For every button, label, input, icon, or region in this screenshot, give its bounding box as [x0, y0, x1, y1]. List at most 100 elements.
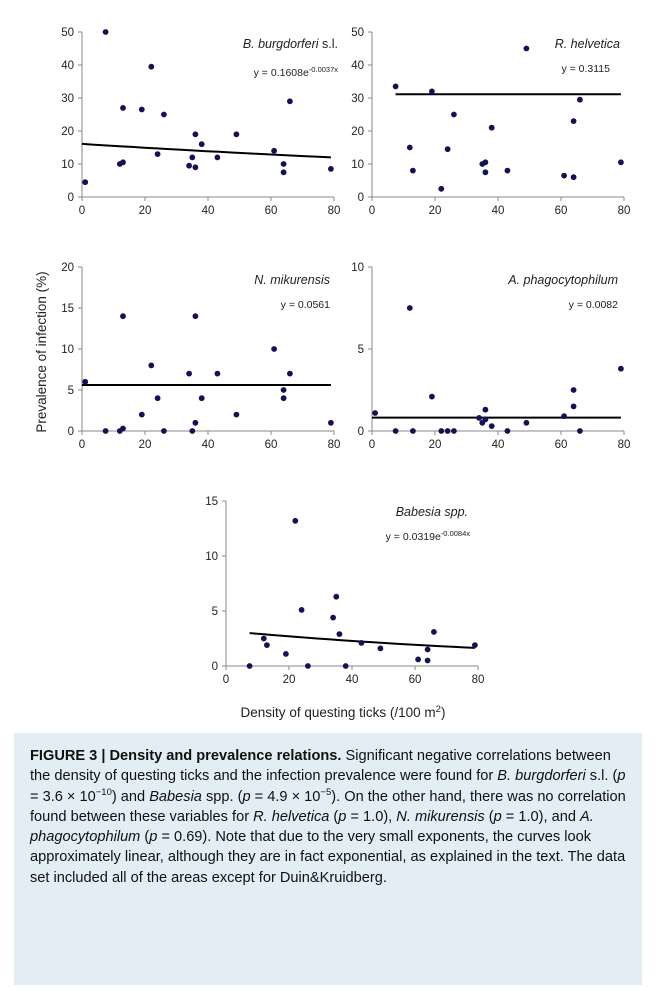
x-tick-label: 40 [202, 439, 215, 451]
data-point [280, 161, 287, 167]
data-point [415, 656, 421, 663]
y-tick-label: 0 [358, 192, 364, 204]
data-point [186, 162, 193, 169]
x-tick-label: 60 [555, 439, 568, 451]
data-point [406, 305, 413, 311]
figure: Prevalence of infection (%) Density of q… [34, 27, 631, 721]
data-point [618, 159, 624, 166]
x-tick-label: 0 [223, 674, 229, 686]
y-tick-label: 10 [61, 159, 74, 171]
data-point [570, 403, 577, 410]
data-point [189, 428, 196, 434]
y-tick-label: 0 [212, 661, 218, 673]
figure-label: FIGURE 3 | Density and prevalence relati… [30, 748, 342, 764]
panel-2: 0 10 20 30 40 50 0 20 40 60 80 R. helvetica y = 0.31… [351, 27, 630, 217]
data-point [189, 154, 196, 161]
data-point [120, 159, 126, 166]
y-tick-label: 10 [205, 551, 218, 563]
data-point [328, 166, 334, 172]
data-point [570, 118, 577, 124]
data-point [287, 98, 293, 105]
y-axis-label: Prevalence of infection (%) [34, 271, 49, 432]
x-tick-label: 20 [139, 205, 152, 217]
data-point [451, 111, 457, 118]
fit-equation: y = 0.0561 [281, 299, 330, 311]
data-point [82, 378, 89, 385]
x-tick-label: 0 [369, 439, 375, 451]
fit-line [81, 142, 331, 159]
y-tick-label: 0 [68, 426, 74, 438]
panel-title: A. phagocytophilum [507, 273, 618, 287]
x-tick-label: 0 [79, 439, 85, 451]
y-tick-label: 30 [61, 93, 74, 105]
data-point [120, 105, 126, 111]
x-tick-label: 20 [429, 439, 442, 451]
data-point [246, 663, 253, 669]
data-point [429, 393, 435, 400]
y-tick-label: 15 [205, 496, 218, 508]
x-tick-label: 40 [346, 674, 359, 686]
y-tick-label: 20 [61, 126, 74, 138]
x-tick-label: 80 [618, 439, 631, 451]
data-point [561, 172, 567, 179]
data-point [429, 88, 435, 95]
data-point [283, 651, 289, 657]
chart-area: Prevalence of infection (%) Density of q… [34, 27, 631, 721]
x-tick-label: 60 [265, 205, 278, 217]
data-point [333, 593, 340, 600]
panel-title: Babesia spp. [396, 505, 468, 519]
data-point [192, 313, 199, 320]
data-point [424, 646, 431, 653]
panel-title: N. mikurensis [254, 273, 330, 287]
data-point [280, 169, 287, 176]
y-tick-label: 10 [351, 159, 364, 171]
data-point [577, 428, 583, 434]
data-point [392, 83, 399, 90]
data-point [561, 413, 567, 420]
y-tick-label: 10 [61, 344, 74, 356]
data-point [271, 346, 277, 352]
x-tick-label: 80 [328, 205, 341, 217]
fit-equation: y = 0.0082 [569, 299, 618, 311]
data-point [406, 144, 413, 151]
data-point [198, 395, 205, 402]
x-tick-label: 80 [472, 674, 485, 686]
data-point [438, 185, 445, 192]
data-point [102, 428, 109, 434]
data-point [570, 387, 577, 393]
data-point [192, 164, 199, 171]
data-point [192, 419, 199, 426]
y-tick-label: 50 [351, 27, 364, 39]
y-tick-label: 40 [61, 60, 74, 72]
panel-title: R. helvetica [555, 37, 620, 51]
data-point [148, 362, 155, 369]
x-axis-label: Density of questing ticks (/100 m2) [241, 704, 446, 721]
panel-title: B. burgdorferi s.l. [243, 37, 338, 51]
y-tick-label: 0 [358, 426, 364, 438]
x-tick-label: 20 [139, 439, 152, 451]
data-point [148, 63, 155, 70]
data-point [438, 428, 445, 434]
data-point [233, 411, 240, 418]
data-point [161, 111, 167, 118]
x-tick-label: 0 [79, 205, 85, 217]
x-tick-label: 60 [409, 674, 422, 686]
panel-1: 0 10 20 30 40 50 0 20 40 60 80 B. burgdorferi s.l. y… [61, 27, 340, 217]
y-tick-label: 30 [351, 93, 364, 105]
data-point [472, 642, 478, 648]
y-tick-label: 50 [61, 27, 74, 39]
data-point [504, 428, 511, 434]
data-point [192, 131, 199, 138]
data-point [260, 635, 267, 642]
panel-3: 0 5 10 15 20 0 20 40 60 80 N. mikurensis y = 0.0561 [61, 262, 340, 451]
data-point [154, 151, 161, 158]
data-point [120, 425, 126, 432]
y-tick-label: 5 [68, 385, 74, 397]
x-tick-label: 40 [202, 205, 215, 217]
data-point [271, 147, 277, 154]
fit-equation: y = 0.1608e-0.0037x [254, 65, 339, 80]
y-tick-label: 15 [61, 303, 74, 315]
data-point [444, 428, 451, 434]
data-point [410, 167, 416, 174]
data-point [523, 419, 530, 426]
